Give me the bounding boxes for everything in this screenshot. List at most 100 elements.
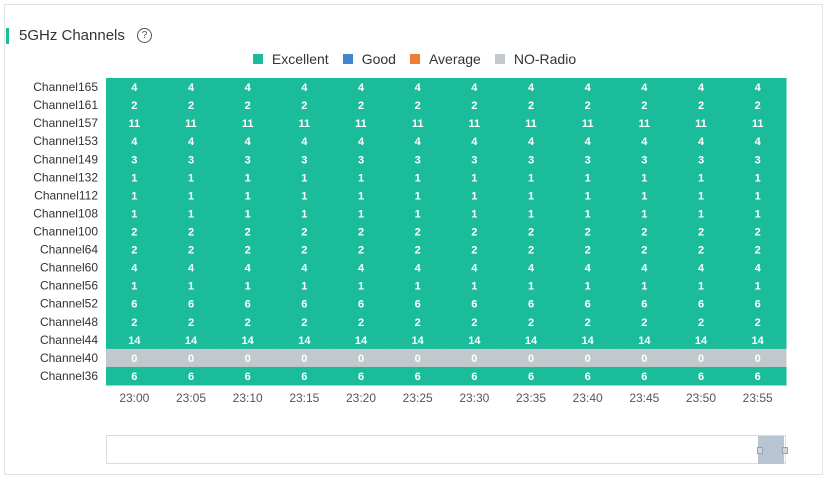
heatmap-cell[interactable] <box>616 312 674 332</box>
heatmap-cell[interactable] <box>389 276 447 296</box>
heatmap-cell[interactable] <box>219 150 277 169</box>
heatmap-cell[interactable] <box>389 168 447 187</box>
heatmap-cell[interactable] <box>276 132 334 151</box>
heatmap-cell[interactable] <box>219 276 277 296</box>
heatmap-cell[interactable] <box>559 186 617 205</box>
heatmap-cell[interactable] <box>276 204 334 223</box>
heatmap-cell[interactable] <box>446 132 504 151</box>
heatmap-cell[interactable] <box>106 78 164 97</box>
heatmap-cell[interactable] <box>616 294 674 314</box>
heatmap-cell[interactable] <box>276 366 334 386</box>
heatmap-cell[interactable] <box>672 222 730 242</box>
heatmap-cell[interactable] <box>332 348 390 368</box>
heatmap-cell[interactable] <box>616 366 674 386</box>
heatmap-cell[interactable] <box>729 150 787 169</box>
heatmap-cell[interactable] <box>616 114 674 133</box>
heatmap-cell[interactable] <box>502 78 560 97</box>
heatmap-cell[interactable] <box>389 312 447 332</box>
heatmap-cell[interactable] <box>502 294 560 314</box>
heatmap-cell[interactable] <box>276 276 334 296</box>
heatmap-cell[interactable] <box>332 330 390 350</box>
heatmap-cell[interactable] <box>332 96 390 115</box>
heatmap-cell[interactable] <box>162 222 220 242</box>
heatmap-cell[interactable] <box>616 258 674 278</box>
heatmap-cell[interactable] <box>106 114 164 133</box>
heatmap-cell[interactable] <box>276 114 334 133</box>
heatmap-cell[interactable] <box>502 132 560 151</box>
heatmap-cell[interactable] <box>446 240 504 260</box>
heatmap-cell[interactable] <box>502 240 560 260</box>
heatmap-cell[interactable] <box>446 96 504 115</box>
heatmap-cell[interactable] <box>276 96 334 115</box>
heatmap-cell[interactable] <box>219 114 277 133</box>
heatmap-cell[interactable] <box>219 186 277 205</box>
heatmap-cell[interactable] <box>729 294 787 314</box>
heatmap-cell[interactable] <box>446 150 504 169</box>
heatmap-cell[interactable] <box>446 78 504 97</box>
heatmap-cell[interactable] <box>616 78 674 97</box>
heatmap-cell[interactable] <box>502 186 560 205</box>
heatmap-cell[interactable] <box>389 78 447 97</box>
heatmap-cell[interactable] <box>502 312 560 332</box>
heatmap-cell[interactable] <box>219 240 277 260</box>
heatmap-cell[interactable] <box>106 330 164 350</box>
heatmap-cell[interactable] <box>389 240 447 260</box>
heatmap-cell[interactable] <box>559 330 617 350</box>
heatmap-cell[interactable] <box>559 276 617 296</box>
heatmap-cell[interactable] <box>162 348 220 368</box>
heatmap-cell[interactable] <box>729 276 787 296</box>
heatmap-cell[interactable] <box>162 258 220 278</box>
heatmap-cell[interactable] <box>162 312 220 332</box>
heatmap-cell[interactable] <box>729 330 787 350</box>
heatmap-cell[interactable] <box>559 168 617 187</box>
heatmap-cell[interactable] <box>162 150 220 169</box>
heatmap-cell[interactable] <box>389 294 447 314</box>
heatmap-cell[interactable] <box>729 114 787 133</box>
heatmap-cell[interactable] <box>389 222 447 242</box>
heatmap-cell[interactable] <box>446 168 504 187</box>
heatmap-cell[interactable] <box>672 348 730 368</box>
heatmap-cell[interactable] <box>106 312 164 332</box>
heatmap-cell[interactable] <box>389 114 447 133</box>
heatmap-cell[interactable] <box>219 96 277 115</box>
heatmap-cell[interactable] <box>672 204 730 223</box>
heatmap-cell[interactable] <box>106 294 164 314</box>
heatmap-cell[interactable] <box>162 330 220 350</box>
heatmap-cell[interactable] <box>389 330 447 350</box>
heatmap-cell[interactable] <box>332 132 390 151</box>
heatmap-cell[interactable] <box>219 222 277 242</box>
heatmap-cell[interactable] <box>276 312 334 332</box>
heatmap-cell[interactable] <box>106 222 164 242</box>
legend-item-good[interactable]: Good <box>342 51 396 67</box>
heatmap-cell[interactable] <box>502 114 560 133</box>
heatmap-cell[interactable] <box>332 222 390 242</box>
heatmap-cell[interactable] <box>672 240 730 260</box>
heatmap-cell[interactable] <box>446 348 504 368</box>
heatmap-cell[interactable] <box>219 258 277 278</box>
heatmap-cell[interactable] <box>106 168 164 187</box>
heatmap-cell[interactable] <box>729 222 787 242</box>
heatmap-cell[interactable] <box>219 78 277 97</box>
heatmap-cell[interactable] <box>446 276 504 296</box>
heatmap-cell[interactable] <box>616 132 674 151</box>
heatmap-cell[interactable] <box>672 366 730 386</box>
heatmap-cell[interactable] <box>559 150 617 169</box>
heatmap-cell[interactable] <box>502 366 560 386</box>
heatmap-cell[interactable] <box>502 222 560 242</box>
heatmap-cell[interactable] <box>276 258 334 278</box>
heatmap-cell[interactable] <box>106 132 164 151</box>
heatmap-cell[interactable] <box>559 312 617 332</box>
heatmap-cell[interactable] <box>162 78 220 97</box>
heatmap-cell[interactable] <box>729 186 787 205</box>
heatmap-cell[interactable] <box>332 312 390 332</box>
heatmap-cell[interactable] <box>276 222 334 242</box>
heatmap-cell[interactable] <box>106 348 164 368</box>
heatmap-cell[interactable] <box>672 276 730 296</box>
heatmap-cell[interactable] <box>332 168 390 187</box>
legend-item-average[interactable]: Average <box>409 51 481 67</box>
heatmap-cell[interactable] <box>389 366 447 386</box>
heatmap-cell[interactable] <box>106 258 164 278</box>
heatmap-cell[interactable] <box>276 330 334 350</box>
heatmap-cell[interactable] <box>672 114 730 133</box>
heatmap-cell[interactable] <box>729 168 787 187</box>
